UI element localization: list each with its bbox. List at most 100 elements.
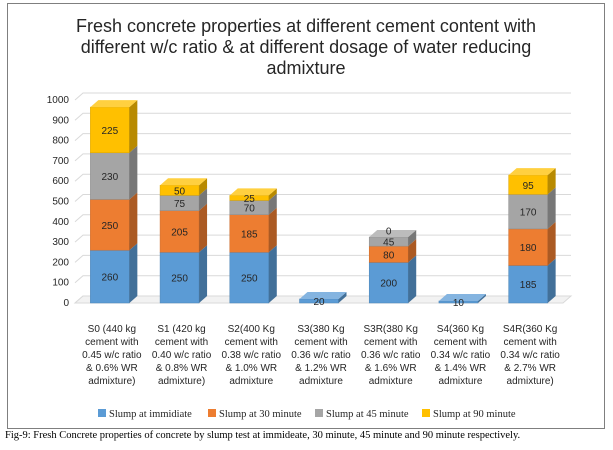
data-label: 225: [102, 126, 119, 137]
bar-side: [477, 293, 486, 303]
x-category-label-line: admixture: [369, 376, 413, 387]
legend-label: Slump at 30 minute: [219, 409, 302, 420]
x-category-label-line: S2(400 Kg: [228, 324, 275, 335]
bar-segment: [90, 100, 138, 154]
y-tick-label: 600: [52, 176, 69, 187]
bar-side: [129, 192, 138, 251]
bar-front: [508, 228, 548, 266]
bar-top: [90, 100, 138, 108]
gridline: [74, 194, 571, 202]
chart-title-line: different w/c ratio & at different dosag…: [81, 37, 532, 57]
data-label: 200: [380, 279, 397, 290]
gridline: [74, 173, 571, 182]
bar-side: [268, 193, 277, 215]
chart-frame: Fresh concrete properties at different c…: [7, 3, 605, 429]
y-tick-label: 0: [63, 298, 69, 309]
bar-side: [199, 203, 208, 253]
bar-top: [160, 178, 208, 186]
bar-segment: [299, 291, 347, 304]
y-tick-label: 300: [52, 237, 69, 248]
data-label: 250: [171, 274, 188, 285]
x-category-label: S4R(360 Kg cement with 0.34 w/c ratio & 2.7…: [500, 324, 560, 387]
x-category-label-line: 0.45 w/c ratio: [82, 350, 142, 361]
y-tick-label: 700: [52, 156, 69, 167]
bar-side: [547, 187, 556, 229]
x-category-label-line: admixture: [229, 376, 273, 387]
x-category-label-line: cement with: [434, 337, 487, 348]
chart: Fresh concrete properties at different c…: [47, 16, 573, 420]
bar-segment: [159, 178, 208, 196]
x-category-label: S2(400 Kg cement with 0.38 w/c ratio & 1.0%…: [222, 324, 282, 387]
y-tick-label: 500: [52, 197, 69, 208]
x-category-label-line: 0.34 w/c ratio: [500, 350, 560, 361]
gridlines: [73, 92, 573, 304]
x-category-label: S3(380 Kg cement with 0.36 w/c ratio & 1.2%…: [291, 324, 351, 387]
x-category-label-line: admixture: [299, 376, 343, 387]
data-label: 45: [383, 238, 395, 249]
legend: Slump at immidiate Slump at 30 minute Slum…: [98, 409, 516, 420]
data-label: 230: [102, 172, 119, 183]
data-label: 205: [171, 227, 188, 238]
gridline: [74, 92, 571, 101]
bar-top: [299, 291, 347, 299]
bar-top: [229, 188, 277, 196]
gridline: [74, 234, 571, 243]
bar-top: [438, 293, 486, 301]
x-category-label-line: admixture): [507, 376, 554, 387]
data-label: 260: [102, 273, 119, 284]
data-label: 25: [244, 194, 256, 205]
bar-segment: [508, 168, 556, 195]
gridline: [74, 275, 571, 284]
legend-swatch: [98, 409, 106, 417]
bars: [90, 100, 556, 304]
x-category-label-line: admixture: [438, 376, 482, 387]
gridline: [74, 214, 571, 223]
bar-segment: [229, 188, 277, 201]
legend-swatch: [315, 409, 323, 417]
gridline: [74, 112, 571, 121]
data-label: 50: [174, 186, 186, 197]
data-label: 10: [453, 298, 465, 309]
bar-side: [408, 230, 417, 247]
x-category-label-line: cement with: [364, 337, 417, 348]
bar-side: [547, 258, 556, 303]
x-category-label-line: & 1.6% WR: [365, 363, 417, 374]
x-category-label-line: cement with: [85, 337, 138, 348]
x-category-label: S4(360 Kg cement with 0.34 w/c ratio & 1.4%…: [431, 324, 491, 387]
y-tick-label: 900: [52, 115, 69, 126]
y-tick-label: 100: [52, 278, 69, 289]
chart-title: Fresh concrete properties at different c…: [76, 16, 536, 78]
x-category-label-line: S3R(380 Kg: [363, 324, 417, 335]
x-category-label-line: S4R(360 Kg: [503, 324, 557, 335]
figure-caption: Fig-9: Fresh Concrete properties of conc…: [5, 430, 521, 441]
bar-side: [408, 255, 417, 303]
bar-side: [268, 207, 277, 253]
bar-front: [229, 252, 270, 304]
chart-title-line: admixture: [266, 58, 345, 78]
data-label: 75: [174, 199, 186, 210]
data-label: 250: [241, 274, 258, 285]
x-category-label-line: S1 (420 kg: [157, 324, 205, 335]
bar-side: [547, 221, 556, 266]
bar-front: [229, 214, 270, 253]
bar-front: [508, 265, 548, 304]
x-category-label-line: & 2.7% WR: [504, 363, 556, 374]
bar-side: [199, 245, 208, 303]
data-label: 20: [313, 297, 325, 308]
legend-entry: Slump at immidiate: [98, 409, 192, 420]
bar-side: [129, 145, 138, 200]
bar-side: [129, 100, 138, 153]
x-category-label-line: admixture): [158, 376, 205, 387]
bar-front: [90, 249, 130, 304]
bar-side: [547, 168, 556, 195]
bar-side: [338, 291, 347, 303]
bar-side: [129, 243, 138, 303]
x-category-label-line: & 0.6% WR: [86, 363, 138, 374]
bar-segment: [368, 230, 417, 247]
data-label: 95: [523, 181, 535, 192]
x-category-label-line: cement with: [155, 337, 208, 348]
data-label: 70: [244, 204, 256, 215]
bar-segment: [229, 245, 277, 304]
y-tick-label: 800: [52, 136, 69, 147]
